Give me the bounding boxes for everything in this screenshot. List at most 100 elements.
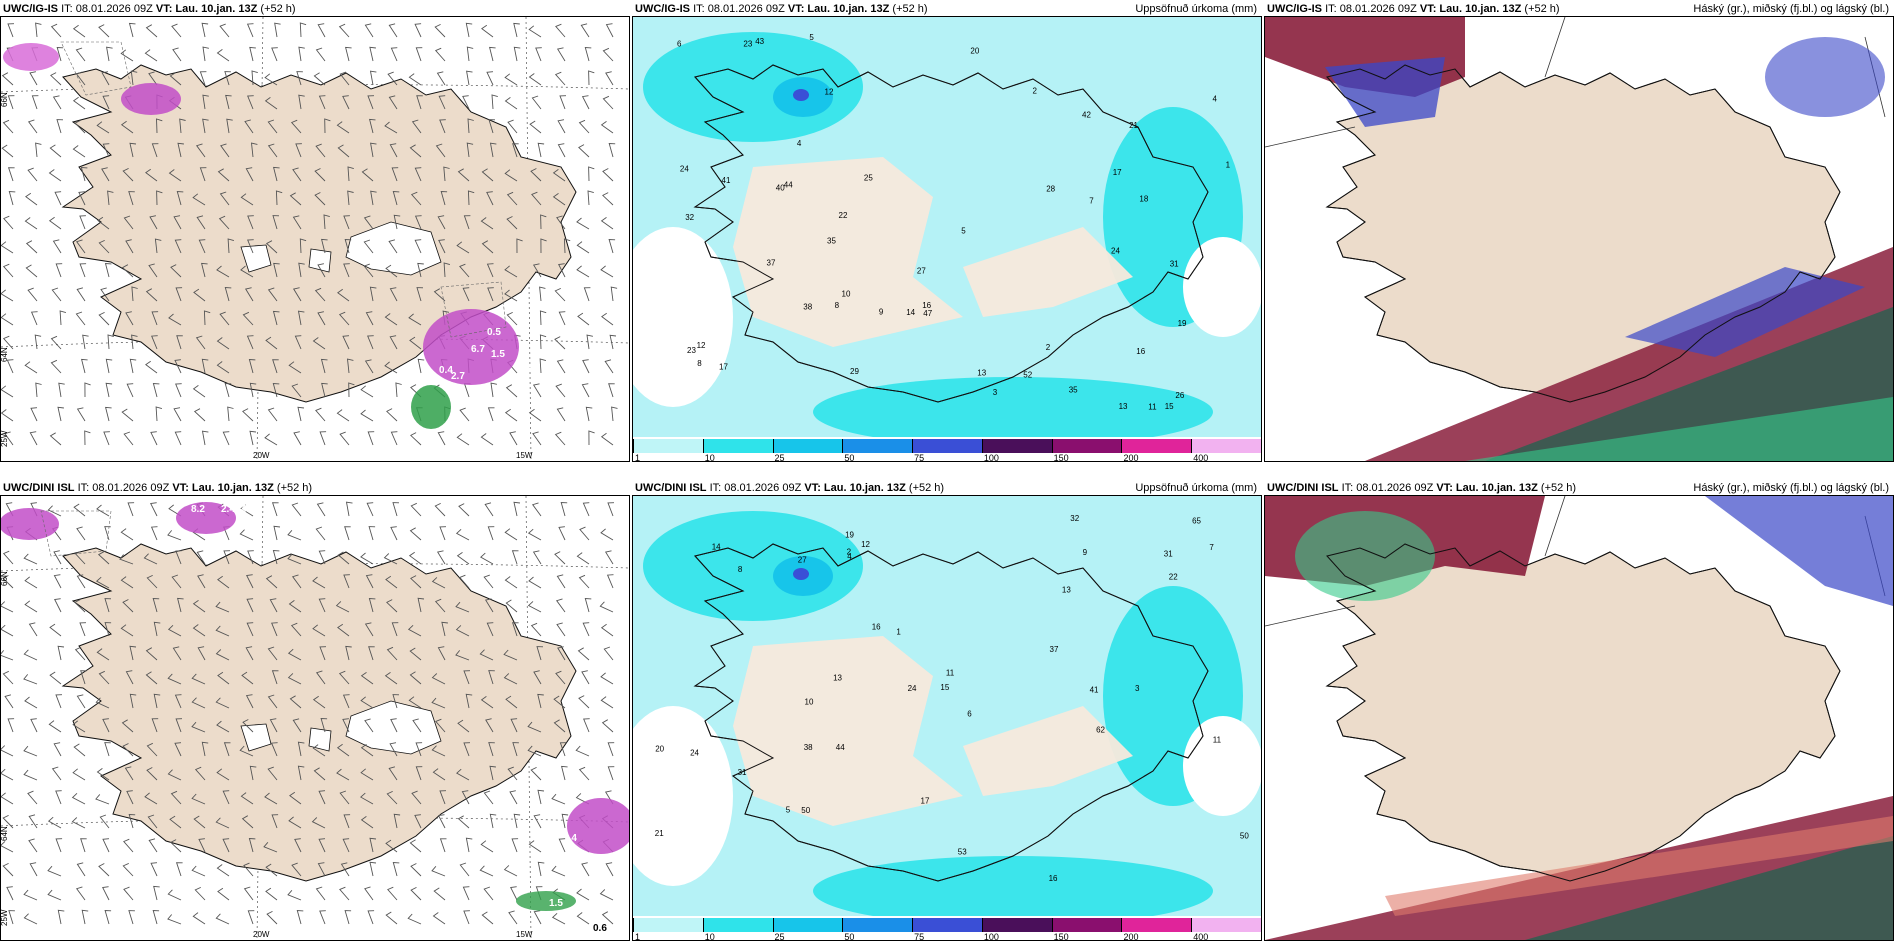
precip-value: 16 bbox=[1136, 347, 1145, 356]
wind-barb bbox=[584, 598, 592, 613]
wind-barb bbox=[102, 718, 110, 733]
wind-barb bbox=[191, 697, 206, 709]
colorbar-swatch bbox=[1191, 918, 1261, 932]
wind-barb bbox=[82, 334, 89, 350]
wind-barb bbox=[191, 721, 206, 733]
wind-barb bbox=[537, 861, 545, 877]
wind-barb bbox=[537, 789, 545, 805]
wind-barb bbox=[191, 865, 206, 877]
colorbar-tick: 150 bbox=[1053, 932, 1069, 942]
wind-barb bbox=[202, 46, 209, 62]
wind-barb bbox=[53, 550, 62, 565]
wind-barb bbox=[465, 837, 473, 853]
wind-barb bbox=[3, 215, 14, 230]
wind-barb bbox=[227, 406, 234, 422]
wind-barb bbox=[393, 214, 401, 230]
wind-barb bbox=[72, 720, 86, 733]
wind-barb bbox=[215, 649, 230, 661]
wind-barb bbox=[386, 646, 398, 661]
wind-barb bbox=[318, 598, 326, 613]
wind-barb bbox=[312, 624, 326, 637]
wind-barb bbox=[170, 264, 182, 278]
wind-barb bbox=[216, 361, 230, 374]
wind-barb bbox=[217, 575, 230, 589]
wind-barb bbox=[554, 551, 566, 565]
wind-barb bbox=[145, 671, 158, 685]
wind-barb bbox=[480, 433, 494, 446]
wind-barb bbox=[387, 886, 398, 901]
wind-barb bbox=[361, 168, 374, 182]
dry-area bbox=[633, 706, 733, 886]
wind-barb bbox=[528, 840, 542, 853]
wind-barb bbox=[298, 262, 305, 278]
precip-value: 40 bbox=[776, 184, 785, 193]
colorbar-swatch bbox=[702, 918, 773, 932]
wind-barb bbox=[2, 550, 14, 565]
wind-barb bbox=[504, 97, 518, 110]
wind-barb bbox=[99, 814, 110, 829]
wind-barb bbox=[148, 263, 158, 278]
precip-value: 1 bbox=[1226, 161, 1231, 170]
wind-barb bbox=[106, 46, 113, 62]
wind-barb bbox=[576, 552, 590, 565]
wind-barb bbox=[480, 696, 494, 709]
wind-barb bbox=[360, 385, 374, 398]
wind-barb bbox=[247, 239, 254, 254]
wind-barb bbox=[345, 645, 352, 661]
wind-barb bbox=[216, 864, 230, 877]
wind-barb bbox=[336, 768, 350, 781]
wind-barb bbox=[217, 887, 230, 901]
wind-barb bbox=[390, 718, 398, 733]
wind-barb bbox=[175, 862, 183, 877]
wind-barb bbox=[553, 719, 566, 733]
wind-barb bbox=[483, 790, 494, 805]
wind-barb bbox=[57, 406, 64, 422]
wind-barb bbox=[466, 142, 474, 158]
wind-barb bbox=[29, 71, 38, 86]
wind-barb bbox=[339, 886, 350, 901]
wind-barb bbox=[527, 721, 542, 733]
wind-barb bbox=[296, 910, 304, 925]
wind-barb bbox=[294, 335, 302, 350]
wind-barb bbox=[146, 574, 158, 589]
wind-barb bbox=[291, 574, 302, 589]
lon-label-20w: 20W bbox=[253, 451, 270, 460]
wind-barb bbox=[74, 646, 86, 661]
mid-cloud-area bbox=[1625, 267, 1865, 357]
wind-barb bbox=[578, 119, 590, 134]
wind-barb bbox=[338, 670, 350, 685]
wind-barb bbox=[80, 670, 87, 685]
glacier-langjokull bbox=[240, 723, 272, 752]
wind-barb bbox=[588, 166, 595, 182]
wind-barb bbox=[242, 408, 254, 422]
wind-barb bbox=[554, 71, 566, 86]
wind-barb bbox=[248, 838, 256, 853]
wind-barb bbox=[104, 622, 112, 637]
wind-barb bbox=[435, 143, 446, 158]
wind-barb bbox=[174, 359, 182, 374]
wind-barb bbox=[267, 646, 278, 661]
wind-barb bbox=[167, 769, 182, 781]
wind-barb bbox=[52, 95, 62, 110]
precip-value: 24 bbox=[690, 749, 699, 758]
wind-barb bbox=[608, 239, 616, 254]
wind-barb bbox=[1, 72, 14, 86]
wind-barb bbox=[96, 121, 110, 134]
wind-barb bbox=[156, 118, 163, 134]
wind-barb bbox=[264, 73, 278, 86]
wind-barb bbox=[102, 886, 110, 901]
wind-barb bbox=[415, 742, 423, 757]
wind-barb bbox=[504, 169, 518, 182]
wind-barb bbox=[386, 790, 398, 805]
wind-barb bbox=[126, 383, 134, 398]
wind-barb bbox=[601, 312, 614, 326]
wind-barb bbox=[75, 71, 86, 86]
wind-barb bbox=[411, 119, 422, 134]
wind-barb bbox=[315, 143, 326, 158]
wind-barb bbox=[342, 95, 350, 110]
wind-barb bbox=[581, 862, 590, 877]
wind-barb bbox=[129, 693, 137, 709]
wind-barb bbox=[7, 167, 15, 182]
wind-barb bbox=[608, 383, 615, 398]
